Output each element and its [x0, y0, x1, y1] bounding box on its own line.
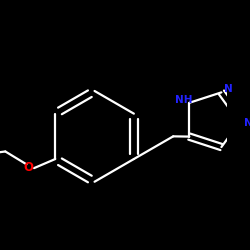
Text: O: O [24, 161, 34, 174]
Text: NH: NH [175, 95, 193, 105]
Text: N: N [224, 84, 232, 94]
Text: N: N [244, 118, 250, 128]
